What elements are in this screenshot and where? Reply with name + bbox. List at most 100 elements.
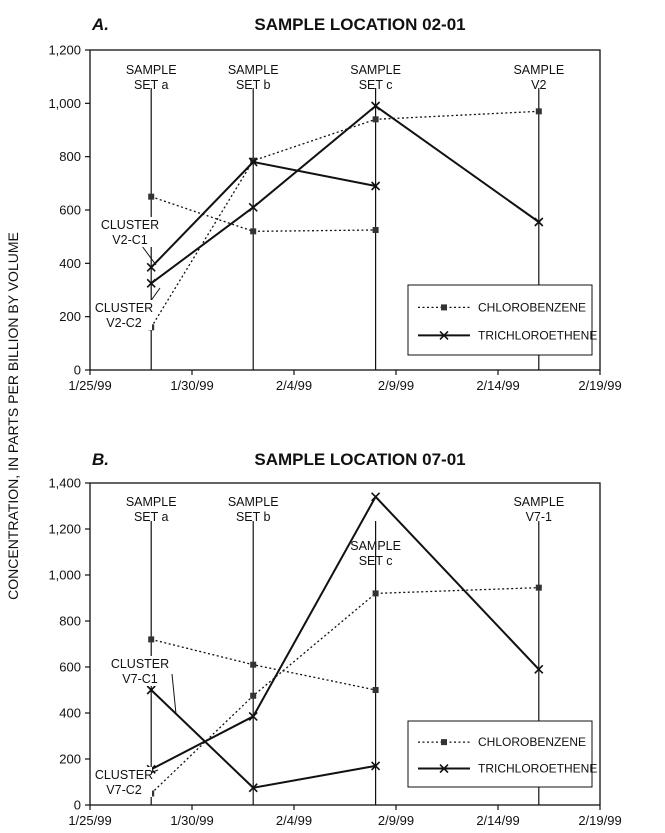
x-mark-stroke xyxy=(371,181,381,191)
series-line-chlorobenzene xyxy=(150,587,539,794)
sample-set-label: V7-1 xyxy=(526,510,552,524)
legend-label: CHLOROBENZENE xyxy=(478,300,586,314)
x-mark-stroke xyxy=(371,492,381,502)
data-point-square xyxy=(250,661,257,668)
x-mark-stroke xyxy=(534,664,544,674)
data-point-x xyxy=(248,202,258,212)
series-line-trichloroethene xyxy=(150,104,540,285)
x-tick-label: 1/25/99 xyxy=(68,813,111,828)
sample-set-label: SAMPLE xyxy=(228,63,279,77)
data-point-square xyxy=(250,157,257,164)
series-line-chlorobenzene xyxy=(150,110,539,328)
data-point-x xyxy=(371,492,381,502)
y-tick-label: 800 xyxy=(59,614,81,629)
chart-title: SAMPLE LOCATION 07-01 xyxy=(254,450,465,469)
cluster-label-bg xyxy=(96,300,152,330)
y-axis-title: CONCENTRATION, IN PARTS PER BILLION BY V… xyxy=(5,232,21,600)
data-point-square xyxy=(250,228,257,235)
y-tick-label: 1,200 xyxy=(48,522,81,537)
cluster-label: V2-C2 xyxy=(106,316,141,330)
series-line-trichloroethene xyxy=(150,689,376,789)
sample-set-label: SET a xyxy=(134,78,169,92)
sample-set-label: SAMPLE xyxy=(513,63,564,77)
x-mark-stroke xyxy=(146,685,156,695)
data-point-x xyxy=(534,217,544,227)
data-point-square xyxy=(372,687,379,693)
cluster-label: V7-C1 xyxy=(122,672,157,686)
panel-letter: B. xyxy=(92,450,109,469)
x-mark-stroke xyxy=(248,202,258,212)
chart-title: SAMPLE LOCATION 02-01 xyxy=(254,15,465,34)
legend-swatch-marker xyxy=(441,304,447,311)
data-point-x xyxy=(534,664,544,674)
cluster-label-bg xyxy=(102,217,158,247)
legend-swatch-marker xyxy=(441,739,447,746)
sample-set-label: SET c xyxy=(359,78,393,92)
cluster-leader-line xyxy=(141,245,157,266)
legend-swatch-marker xyxy=(439,330,449,340)
data-point-x xyxy=(371,181,381,191)
data-point-square xyxy=(535,584,542,591)
legend-box xyxy=(407,284,593,356)
data-point-x xyxy=(248,157,258,167)
sample-set-label: SAMPLE xyxy=(126,495,177,509)
series-line-chlorobenzene xyxy=(150,196,376,232)
y-tick-label: 0 xyxy=(74,798,81,813)
y-tick-label: 400 xyxy=(59,256,81,271)
sample-set-label: SAMPLE xyxy=(228,495,279,509)
x-tick-label: 2/19/99 xyxy=(578,378,621,393)
x-mark-stroke xyxy=(248,157,258,167)
legend-label: CHLOROBENZENE xyxy=(478,735,586,749)
data-point-square xyxy=(148,636,155,643)
data-point-x xyxy=(248,711,258,722)
data-point-square xyxy=(372,116,379,123)
sample-set-label: SAMPLE xyxy=(350,539,401,553)
data-point-x xyxy=(371,761,381,771)
plot-frame xyxy=(89,482,601,806)
cluster-label: V7-C2 xyxy=(106,783,141,797)
sample-set-label: SET b xyxy=(236,78,271,92)
x-mark-stroke xyxy=(146,278,156,288)
sample-set-label: SET c xyxy=(359,554,393,568)
cluster-label: CLUSTER xyxy=(95,768,153,782)
x-mark-stroke xyxy=(371,101,381,111)
x-tick-label: 2/9/99 xyxy=(378,378,414,393)
series-line-chlorobenzene xyxy=(151,638,376,691)
cluster-label-bg xyxy=(112,656,168,686)
cluster-label: CLUSTER xyxy=(95,301,153,315)
legend: CHLOROBENZENE TRICHLOROETHENE xyxy=(407,284,597,356)
sample-set-label: SET b xyxy=(236,510,271,524)
x-tick-label: 2/4/99 xyxy=(276,378,312,393)
cluster-label: V2-C1 xyxy=(112,233,147,247)
x-tick-label: 1/30/99 xyxy=(170,378,213,393)
data-point-square xyxy=(148,193,155,200)
cluster-label-bg xyxy=(96,767,152,797)
y-tick-label: 200 xyxy=(59,309,81,324)
data-point-x xyxy=(146,262,156,272)
panel-a: A. SAMPLE LOCATION 02-01 0 200 400 600 800 1,00… xyxy=(48,15,621,393)
x-mark-stroke xyxy=(534,217,544,227)
legend-label: TRICHLOROETHENE xyxy=(478,762,597,776)
x-mark-stroke xyxy=(371,761,381,771)
y-tick-label: 600 xyxy=(59,660,81,675)
data-point-x xyxy=(146,278,156,288)
y-tick-label: 800 xyxy=(59,149,81,164)
x-tick-label: 2/9/99 xyxy=(378,813,414,828)
x-mark-stroke xyxy=(146,262,156,272)
data-point-x xyxy=(146,685,156,695)
sample-set-label: SAMPLE xyxy=(513,495,564,509)
x-tick-label: 2/4/99 xyxy=(276,813,312,828)
series-line-trichloroethene xyxy=(150,495,540,771)
series-line-trichloroethene xyxy=(150,160,376,269)
sample-set-label: V2 xyxy=(531,78,546,92)
y-tick-label: 1,000 xyxy=(48,96,81,111)
y-tick-label: 0 xyxy=(74,363,81,378)
x-tick-label: 2/19/99 xyxy=(578,813,621,828)
legend-label: TRICHLOROETHENE xyxy=(478,328,597,342)
cluster-leader-line xyxy=(171,673,177,715)
data-point-x xyxy=(371,101,381,111)
data-point-square xyxy=(250,692,257,699)
data-point-square xyxy=(535,108,542,115)
y-tick-label: 200 xyxy=(59,752,81,767)
